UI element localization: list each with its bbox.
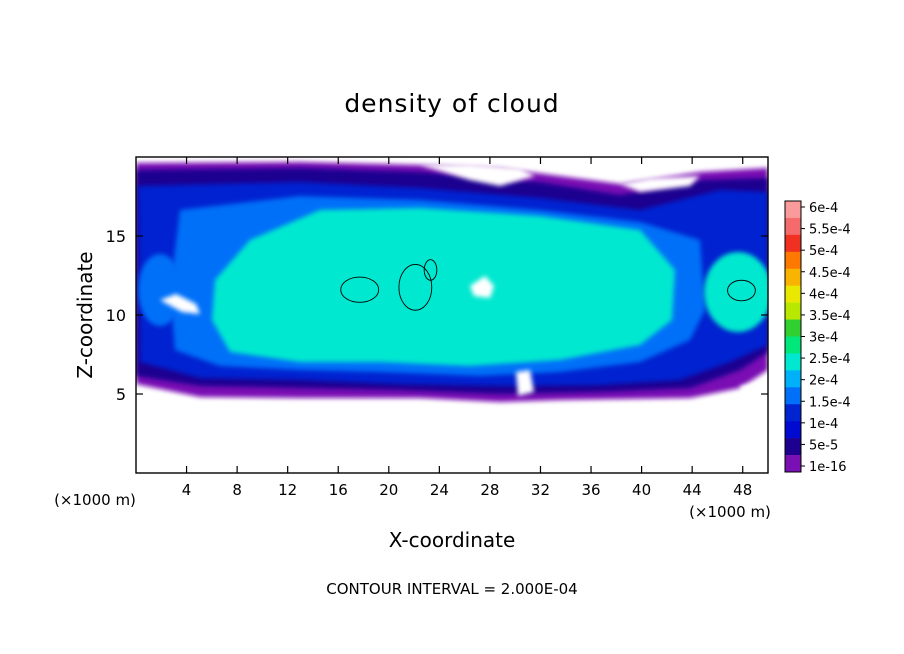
contour-line-1: [340, 276, 380, 303]
colorbar-label: 6e-4: [809, 201, 838, 216]
contour-line-2: [398, 263, 433, 311]
gap-left: [160, 294, 200, 314]
density-region-2e-4: [212, 208, 675, 366]
contour-line-3: [423, 259, 438, 281]
y-tick-label: 15: [106, 227, 126, 246]
colorbar-swatch: [785, 438, 801, 456]
x-tick-label: 8: [232, 481, 242, 499]
colorbar-label: 3e-4: [809, 331, 838, 346]
x-tick-label: 48: [733, 481, 752, 499]
density-blob-right: [704, 252, 768, 332]
colorbar-swatch: [785, 217, 801, 236]
x-unit-label: (×1000 m): [689, 503, 771, 521]
x-tick-label: 20: [379, 481, 398, 499]
colorbar-swatch: [785, 336, 801, 354]
colorbar-swatch: [785, 302, 801, 320]
colorbar-swatch: [785, 387, 801, 405]
density-blob-left: [138, 254, 182, 326]
colorbar-swatch: [785, 319, 801, 337]
contour-interval-note: CONTOUR INTERVAL = 2.000E-04: [326, 580, 577, 598]
colorbar-swatch: [785, 201, 801, 219]
colorbar-label: 2e-4: [809, 374, 838, 389]
colorbar-swatch: [785, 234, 801, 253]
x-tick-label: 32: [531, 481, 550, 499]
colorbar-swatch: [785, 421, 801, 439]
contour-line-4: [727, 279, 756, 302]
x-tick-label: 4: [182, 481, 192, 499]
z-unit-label: (×1000 m): [54, 491, 136, 509]
colorbar-swatch: [785, 353, 801, 371]
colorbar-label: 3.5e-4: [809, 309, 851, 324]
colorbar-swatch: [785, 404, 801, 422]
colorbar-label: 1.5e-4: [809, 395, 851, 410]
x-tick-label: 16: [329, 481, 348, 499]
y-tick-label: 5: [116, 385, 126, 404]
gap-vortex: [470, 276, 494, 298]
colorbar-label: 5e-4: [809, 244, 838, 259]
colorbar-swatch: [785, 285, 801, 303]
colorbar-swatch: [785, 268, 801, 286]
colorbar-label: 1e-4: [809, 417, 838, 432]
x-tick-label: 44: [683, 481, 702, 499]
colorbar-swatch: [785, 251, 801, 270]
gap-top-center: [420, 164, 535, 186]
contour-lines: [340, 259, 756, 311]
gap-top-right: [620, 176, 700, 192]
y-tick-label: 10: [106, 306, 126, 325]
colorbar-label: 1e-16: [809, 460, 847, 475]
x-tick-label: 12: [278, 481, 297, 499]
gap-bottom-center: [516, 370, 534, 396]
colorbar-label: 4e-4: [809, 287, 838, 302]
colorbar-label: 5e-5: [809, 438, 838, 453]
x-tick-label: 40: [632, 481, 651, 499]
colorbar-label: 2.5e-4: [809, 352, 851, 367]
colorbar-swatch: [785, 370, 801, 388]
plot-area: [136, 162, 768, 402]
x-axis-label: X-coordinate: [389, 528, 516, 552]
colorbar-label: 5.5e-4: [809, 223, 851, 238]
colorbar: 6e-4 5.5e-4 5e-4 4.5e-4 4e-4 3.5e-4 3e-4 2.5e-4…: [784, 200, 851, 475]
x-tick-label: 36: [581, 481, 600, 499]
colorbar-swatch: [785, 455, 801, 473]
chart-title: density of cloud: [344, 89, 559, 118]
y-axis-label: Z-coordinate: [73, 251, 97, 378]
x-tick-label: 24: [430, 481, 449, 499]
x-tick-label: 28: [480, 481, 499, 499]
gap-bottom-right: [740, 384, 768, 400]
colorbar-label: 4.5e-4: [809, 266, 851, 281]
